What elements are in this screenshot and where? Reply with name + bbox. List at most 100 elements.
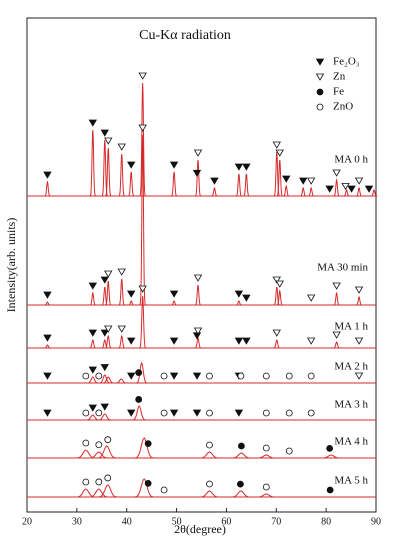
phase-marker [262,409,270,417]
phase-marker [210,177,219,185]
phase-marker [100,276,109,284]
peak [332,341,341,349]
peak [299,186,307,197]
peak [273,339,281,349]
x-tick-label: 20 [22,516,32,527]
phase-marker [234,163,244,171]
phase-marker [234,337,244,345]
phase-marker [307,409,315,417]
phase-marker [104,474,112,482]
series-label: MA 1 h [334,321,368,333]
phase-marker [138,124,147,132]
peak [73,488,98,498]
phase-marker [272,329,281,337]
phase-marker [234,290,244,298]
peak [235,173,243,197]
peak [117,334,126,349]
phase-marker [206,409,213,417]
peak [355,295,363,306]
phase-marker [272,141,281,149]
series-label: MA 5 h [334,475,368,487]
phase-marker [88,366,98,374]
series-label: MA 30 min [317,262,368,274]
peak [197,451,222,459]
phase-marker [88,404,98,412]
phase-marker [237,372,245,380]
peak [127,171,135,197]
peak [43,344,52,349]
x-tick-label: 40 [122,516,132,527]
phase-marker [95,409,103,417]
phase-marker [138,285,147,293]
phase-marker [169,161,179,169]
phase-marker [332,282,341,290]
peak [101,139,109,197]
chart-title: Cu-Kα radiation [139,28,231,43]
phase-marker [306,177,316,185]
peak [101,376,115,384]
peak [98,374,112,384]
phase-marker [169,290,179,298]
peak [104,334,113,349]
legend-symbol [315,73,325,81]
phase-marker [354,372,364,380]
peak [132,437,157,459]
x-tick-label: 90 [371,516,381,527]
phase-marker [272,276,281,284]
peak [94,445,119,459]
phase-marker [82,372,90,380]
phase-marker [192,409,202,417]
peak [95,484,120,498]
phase-marker [43,372,52,380]
phase-marker [117,268,126,276]
peak [254,454,279,459]
phase-marker [262,483,270,491]
peak [319,454,344,459]
peak [235,300,243,306]
legend-symbol [315,58,325,66]
peak [254,493,279,498]
phase-marker [135,369,143,377]
phase-marker [127,409,136,417]
phase-marker [307,372,315,380]
phase-marker [169,337,179,345]
phase-marker [332,169,341,177]
phase-marker [192,332,202,340]
x-tick-label: 60 [221,516,231,527]
phase-marker [325,185,334,193]
phase-marker [285,409,293,417]
legend-label: Fe [333,86,344,98]
phase-marker [169,372,179,380]
phase-marker [242,163,251,171]
phase-marker [236,480,244,488]
phase-marker [192,372,202,380]
x-tick-label: 80 [321,516,331,527]
phase-marker [43,171,52,179]
peak [86,451,111,459]
peak [307,186,315,197]
phase-marker [193,327,203,335]
peak [101,339,109,349]
peak [211,186,218,197]
phase-marker [88,282,98,290]
phase-marker [82,439,90,447]
phase-marker [282,175,291,183]
phase-marker [100,129,109,137]
phase-marker [332,331,341,339]
series-label: MA 0 h [334,154,368,166]
phase-marker [160,409,168,417]
phase-marker [262,444,270,452]
x-tick-label: 70 [271,516,281,527]
phase-marker [341,182,350,191]
peak [96,413,113,421]
phase-marker [127,337,136,345]
phase-marker [326,444,334,452]
phase-marker [127,372,136,380]
phase-marker [193,149,203,157]
phase-marker [237,442,245,450]
phase-marker [127,161,136,169]
peak [333,291,340,306]
phase-marker [88,119,98,127]
phase-marker [104,270,113,278]
